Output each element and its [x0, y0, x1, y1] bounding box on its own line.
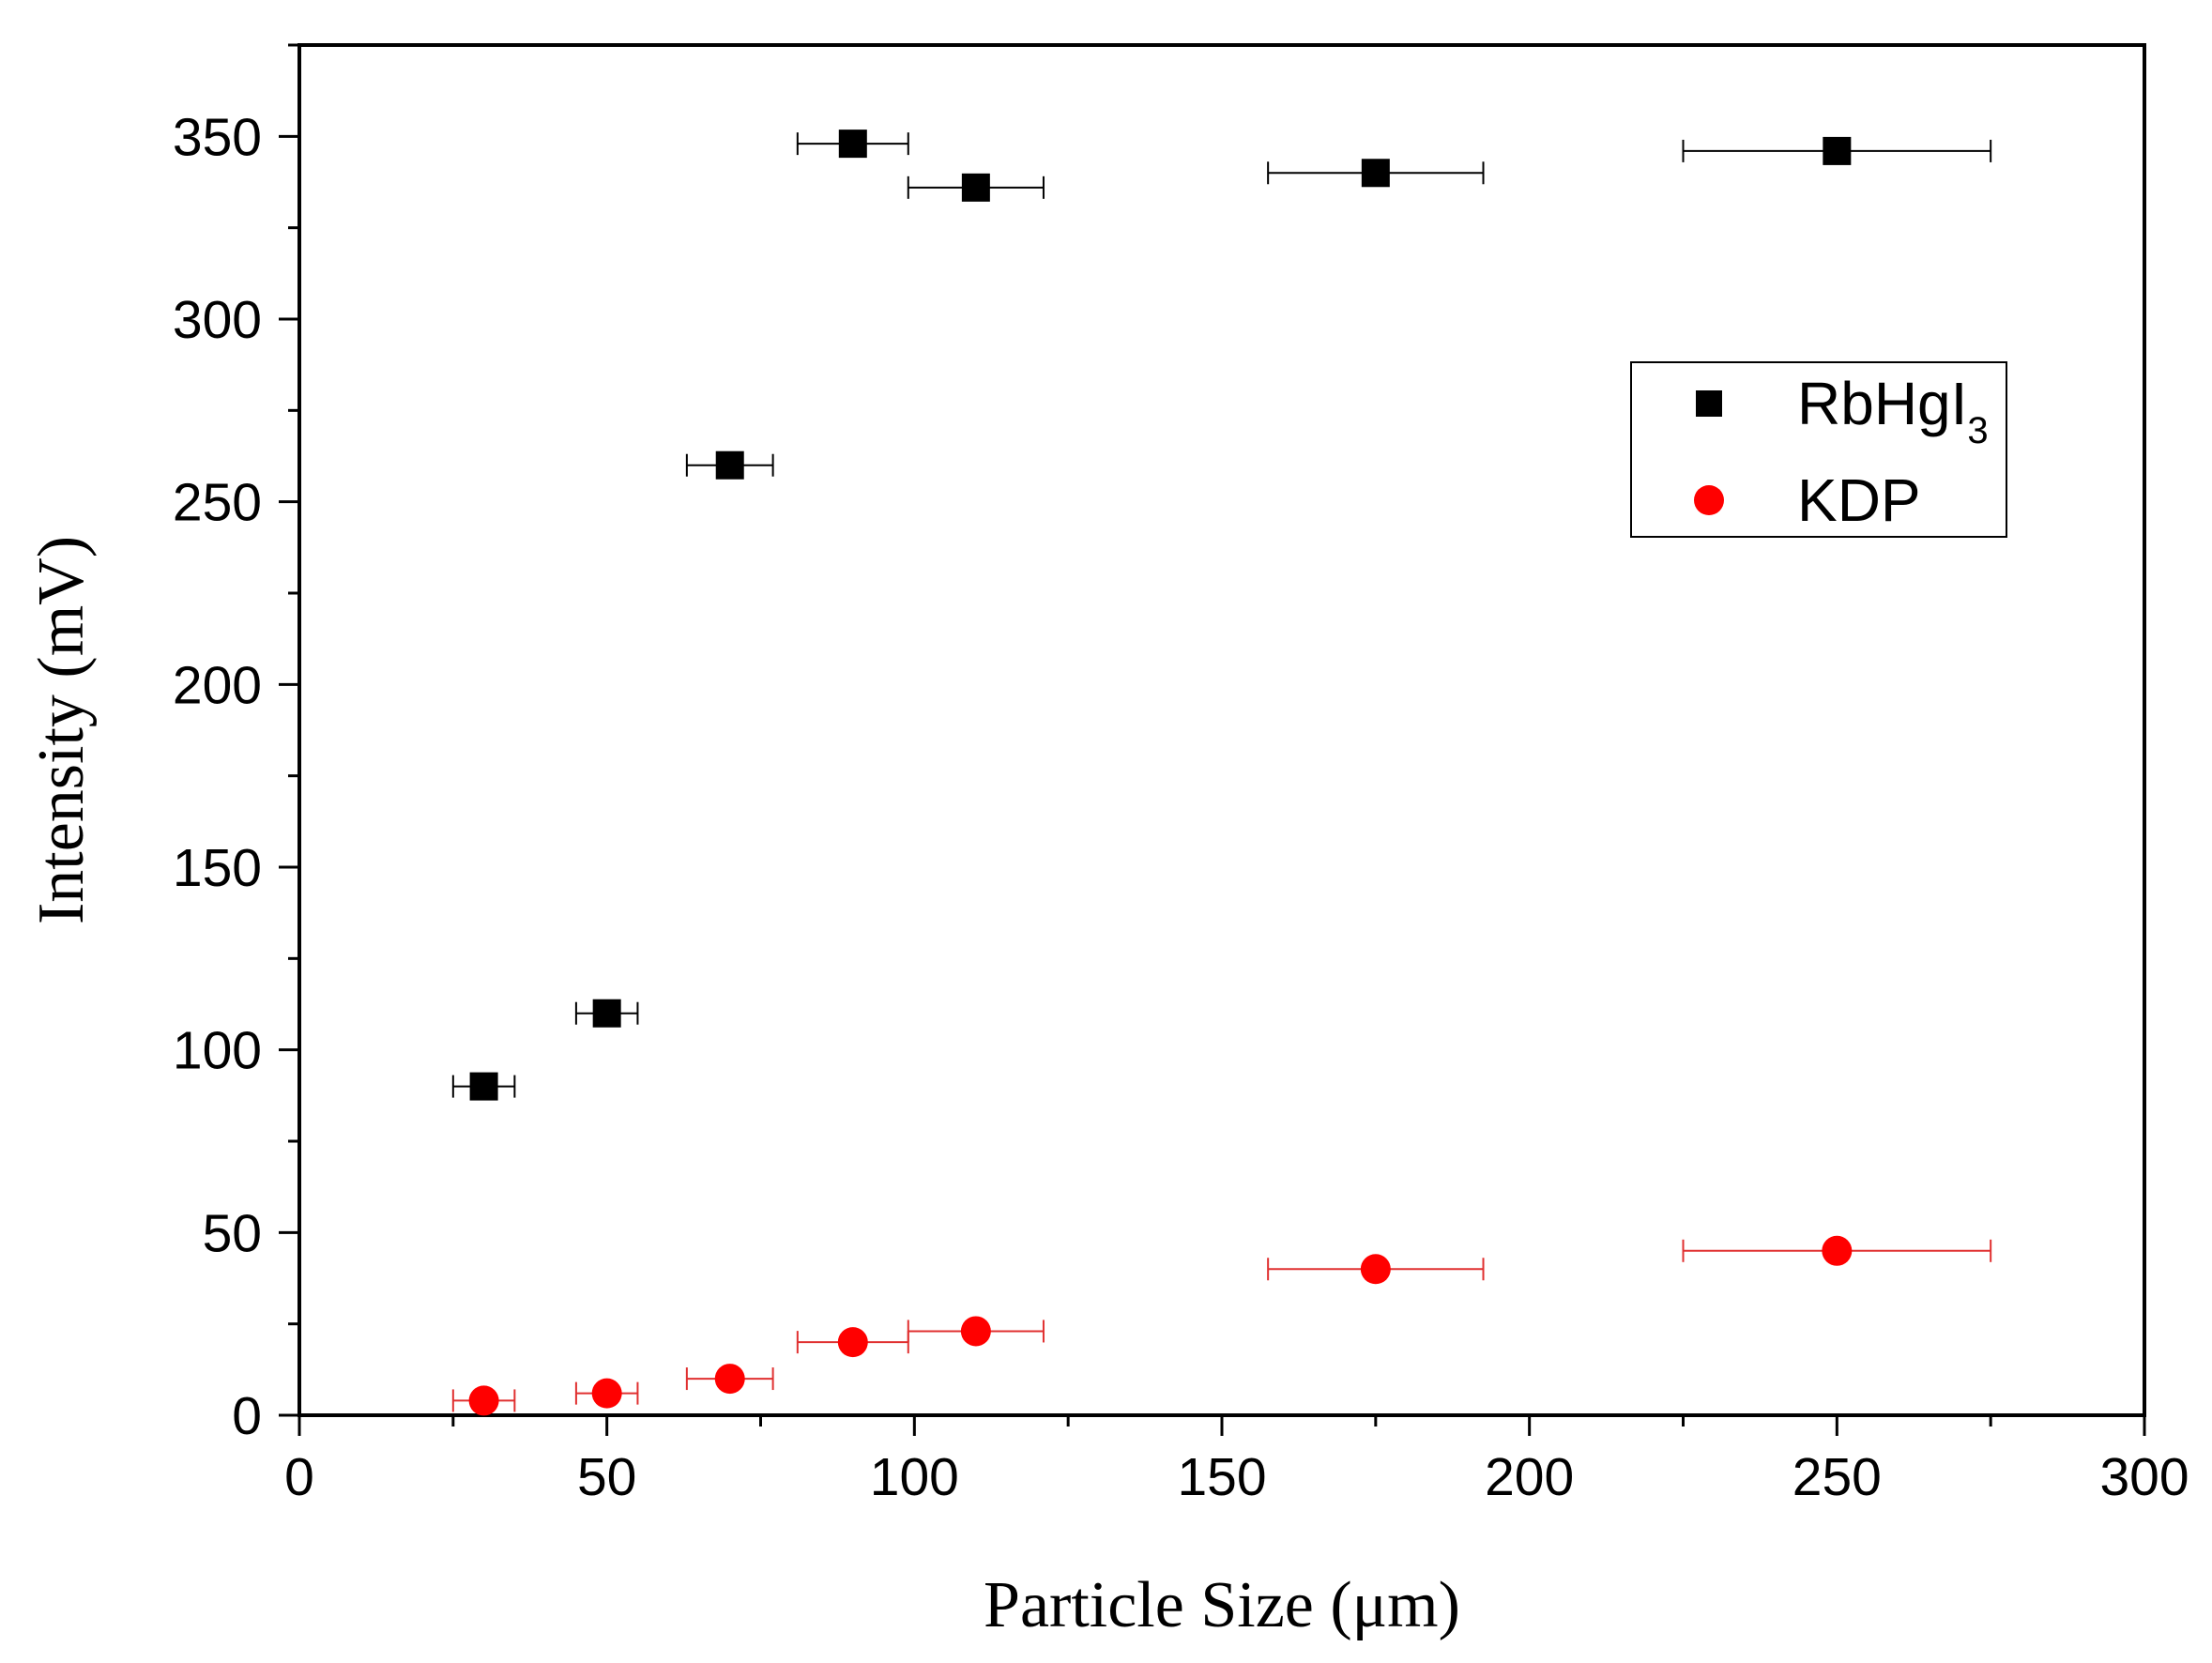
x-tick-label: 150	[1177, 1447, 1266, 1507]
axes: 0 50 100 150 200 250 300 0 50 100 150 200 250 300 350	[173, 43, 2189, 1507]
data-point-circle	[837, 1327, 868, 1358]
series-rbhgi3	[451, 130, 1992, 1101]
data-point-square	[469, 1072, 498, 1101]
data-point-circle	[1822, 1235, 1853, 1266]
x-tick-label: 50	[577, 1447, 636, 1507]
y-tick-label: 300	[173, 290, 262, 350]
y-axis-title: Intensity (mV)	[25, 536, 98, 924]
x-tick-label: 300	[2099, 1447, 2189, 1507]
legend: RbHgI3 KDP	[1630, 361, 2007, 538]
data-point-square	[961, 173, 990, 202]
data-point-circle	[468, 1385, 499, 1416]
data-point-square	[1361, 159, 1390, 188]
legend-marker-rbhgi3	[1696, 390, 1722, 417]
legend-label-rbhgi3: RbHgI3	[1797, 370, 1989, 451]
y-tick-label: 350	[173, 107, 262, 167]
data-point-square	[838, 130, 867, 159]
legend-label-rbhgi3-subscript: 3	[1967, 410, 1988, 451]
data-point-circle	[960, 1316, 991, 1347]
x-tick-label: 0	[284, 1447, 314, 1507]
y-tick-label: 50	[203, 1203, 262, 1263]
data-point-square	[715, 450, 744, 480]
series-kdp	[451, 1235, 1992, 1416]
legend-marker-kdp	[1694, 485, 1724, 515]
y-tick-label: 200	[173, 655, 262, 715]
data-point-circle	[1360, 1254, 1391, 1285]
x-tick-label: 200	[1485, 1447, 1574, 1507]
data-point-circle	[714, 1364, 745, 1395]
legend-label-rbhgi3-main: RbHgI	[1797, 370, 1967, 437]
x-tick-label: 250	[1792, 1447, 1882, 1507]
data-point-square	[1823, 136, 1852, 165]
data-point-circle	[591, 1378, 622, 1409]
x-tick-label: 100	[870, 1447, 959, 1507]
y-tick-label: 250	[173, 473, 262, 533]
y-tick-label: 100	[173, 1021, 262, 1081]
y-tick-label: 150	[173, 838, 262, 898]
legend-label-kdp: KDP	[1797, 466, 1921, 534]
y-tick-label: 0	[232, 1386, 262, 1446]
data-marks	[451, 130, 1992, 1416]
legend-box	[1630, 361, 2007, 538]
plot-frame	[297, 43, 2146, 1417]
data-point-square	[592, 999, 621, 1028]
x-axis-title: Particle Size (μm)	[984, 1569, 1460, 1641]
